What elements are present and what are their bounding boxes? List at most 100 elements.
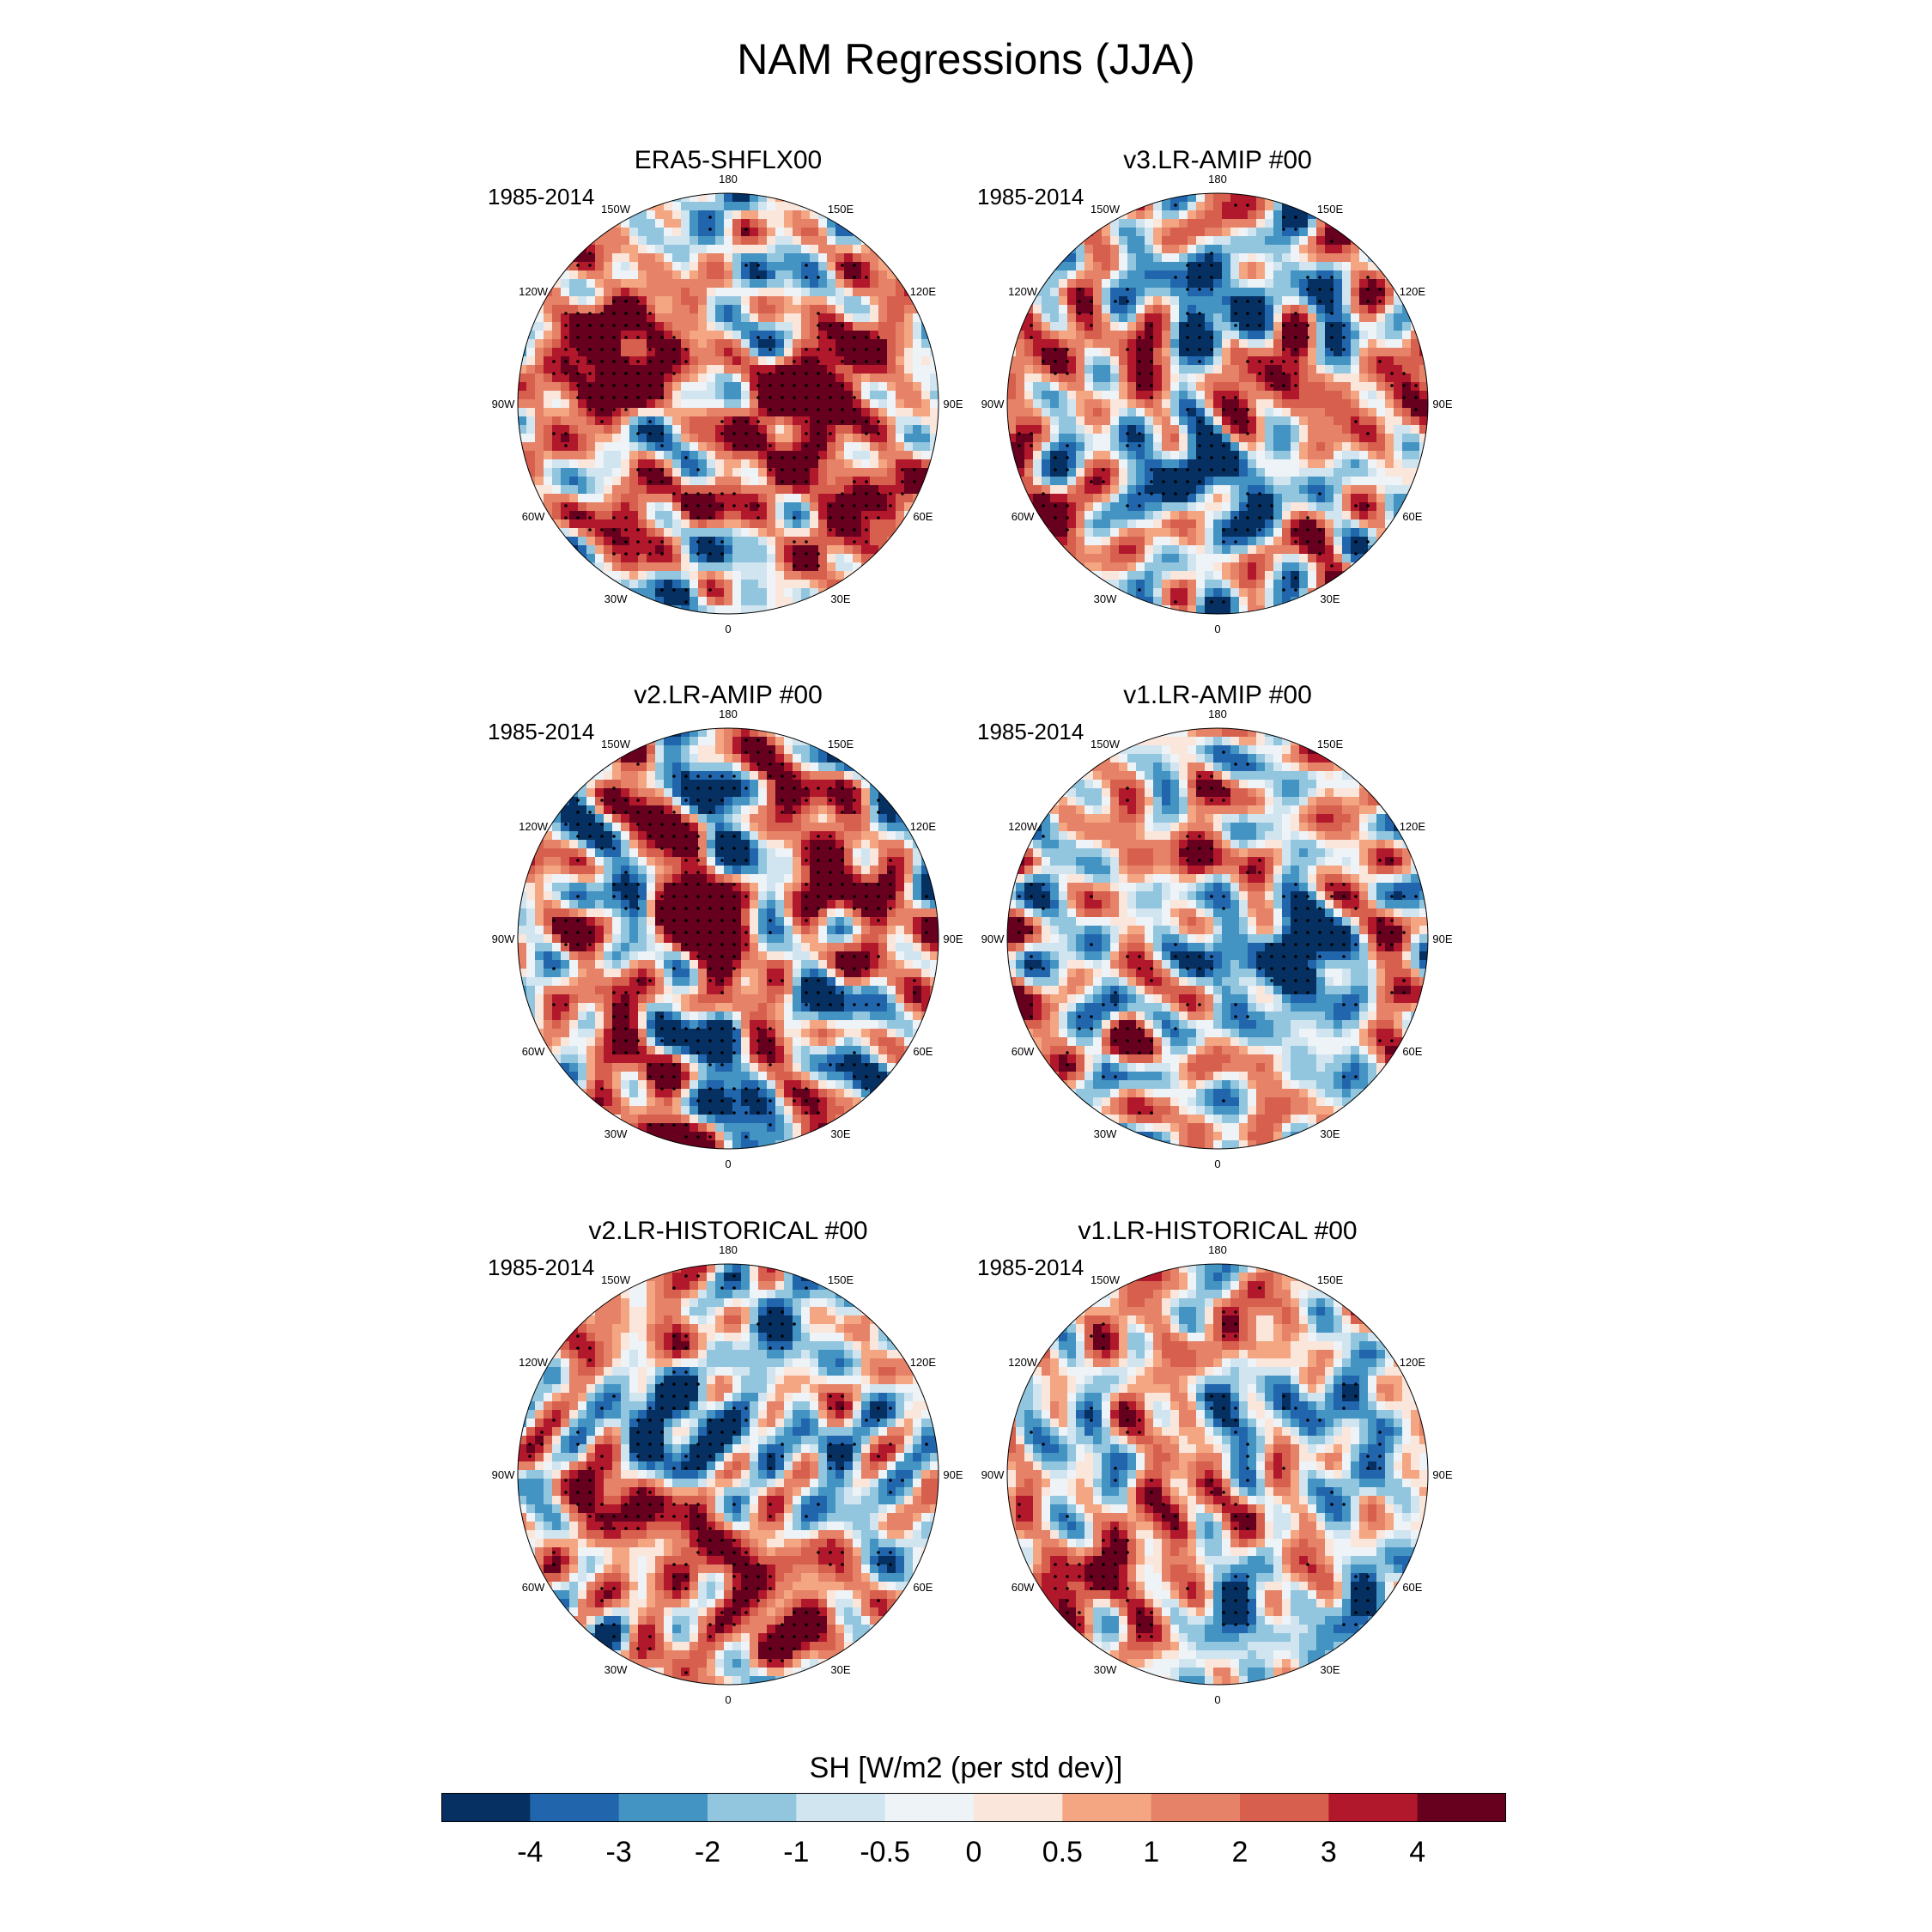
figure-title: NAM Regressions (JJA)	[737, 35, 1195, 83]
polar-map: 180 150E 120E 90E 60E 30E 0 30W 60W 90W 120W 150W	[492, 1243, 963, 1706]
polar-map: 180 150E 120E 90E 60E 30E 0 30W 60W 90W 120W 150W	[492, 708, 963, 1170]
colorbar-swatch	[1240, 1793, 1329, 1822]
longitude-label: 30E	[1320, 592, 1340, 605]
longitude-label: 60W	[1012, 510, 1035, 523]
longitude-label: 60W	[522, 1045, 545, 1058]
colorbar-swatch	[796, 1793, 886, 1822]
polar-map: 180 150E 120E 90E 60E 30E 0 30W 60W 90W 120W 150W	[492, 173, 963, 635]
shading-field	[518, 1264, 939, 1685]
longitude-label: 30W	[1094, 592, 1117, 605]
longitude-label: 0	[1214, 623, 1220, 635]
significance-stipple	[552, 216, 916, 604]
significance-stipple	[552, 738, 928, 1139]
colorbar-swatch	[974, 1793, 1063, 1822]
panel-title: ERA5-SHFLX00	[634, 146, 823, 174]
panel-title: v2.LR-AMIP #00	[634, 681, 823, 709]
colorbar-swatch	[1062, 1793, 1152, 1822]
longitude-label: 150E	[1317, 738, 1344, 750]
longitude-label: 90W	[492, 398, 515, 410]
longitude-label: 180	[719, 708, 738, 720]
longitude-label: 150E	[1317, 1273, 1344, 1286]
longitude-label: 90W	[492, 933, 515, 945]
panel-title: v2.LR-HISTORICAL #00	[588, 1217, 868, 1245]
colorbar-swatch	[1417, 1793, 1506, 1822]
panel-title: v1.LR-HISTORICAL #00	[1078, 1217, 1358, 1245]
colorbar-tick-label: -0.5	[860, 1836, 910, 1868]
panel-title: v1.LR-AMIP #00	[1123, 681, 1312, 709]
colorbar-tick-label: -3	[606, 1836, 632, 1868]
shading-field	[518, 193, 939, 614]
map-panel-v1-amip: v1.LR-AMIP #00 1985-2014 180 150E 120E 90E 6…	[977, 681, 1458, 1196]
longitude-label: 30E	[1320, 1127, 1340, 1140]
map-boundary	[517, 727, 939, 1150]
map-panel-v2-historical: v2.LR-HISTORICAL #00 1985-2014 180 150E 12…	[488, 1217, 969, 1732]
polar-map: 180 150E 120E 90E 60E 30E 0 30W 60W 90W 120W 150W	[981, 708, 1453, 1170]
panel-period: 1985-2014	[488, 1255, 595, 1280]
longitude-label: 60W	[1012, 1581, 1035, 1594]
longitude-label: 30E	[830, 592, 850, 605]
longitude-label: 30W	[1094, 1663, 1117, 1676]
longitude-label: 0	[725, 623, 731, 635]
map-panel-v3-amip: v3.LR-AMIP #00 1985-2014 180 150E 120E 90E 6…	[977, 146, 1458, 661]
map-boundary	[1006, 1263, 1429, 1686]
longitude-label: 90E	[943, 1468, 963, 1481]
longitude-label: 90W	[981, 1468, 1005, 1481]
shading-field	[518, 728, 939, 1149]
longitude-label: 60E	[913, 1045, 933, 1058]
longitude-label: 30W	[1094, 1127, 1117, 1140]
colorbar-tick-label: 0.5	[1042, 1836, 1083, 1868]
longitude-label: 120E	[910, 285, 937, 298]
significance-stipple	[528, 1274, 928, 1674]
colorbar-tick-label: 0	[966, 1836, 982, 1868]
colorbar-tick-label: 1	[1143, 1836, 1159, 1868]
longitude-label: 120E	[910, 1356, 937, 1369]
colorbar-tick-label: 2	[1232, 1836, 1249, 1868]
longitude-label: 150E	[828, 1273, 854, 1286]
longitude-label: 180	[719, 1243, 738, 1256]
longitude-label: 90W	[981, 933, 1005, 945]
longitude-label: 150E	[828, 203, 854, 216]
longitude-label: 120W	[519, 820, 549, 833]
colorbar-swatch	[1328, 1793, 1419, 1822]
longitude-label: 120W	[519, 1356, 549, 1369]
colorbar-swatch	[618, 1793, 708, 1822]
longitude-label: 120E	[1400, 820, 1426, 833]
colorbar-swatch	[1151, 1793, 1241, 1822]
colorbar-swatch	[708, 1793, 797, 1822]
colorbar-frame	[441, 1793, 1506, 1822]
longitude-label: 60E	[913, 510, 933, 523]
longitude-label: 180	[1208, 1243, 1227, 1256]
colorbar-swatch	[441, 1793, 531, 1822]
longitude-label: 150W	[1091, 203, 1121, 216]
panel-period: 1985-2014	[977, 184, 1084, 210]
colorbar-tick-label: -4	[517, 1836, 543, 1868]
longitude-label: 60W	[1012, 1045, 1035, 1058]
longitude-label: 30W	[605, 592, 628, 605]
longitude-label: 180	[719, 173, 738, 185]
colorbar-tick-label: -2	[695, 1836, 720, 1868]
polar-map: 180 150E 120E 90E 60E 30E 0 30W 60W 90W 120W 150W	[981, 173, 1453, 635]
longitude-label: 30E	[1320, 1663, 1340, 1676]
colorbar-title: SH [W/m2 (per std dev)]	[809, 1752, 1123, 1784]
longitude-label: 120W	[1008, 1356, 1038, 1369]
longitude-label: 150W	[1091, 738, 1121, 750]
polar-map: 180 150E 120E 90E 60E 30E 0 30W 60W 90W 120W 150W	[981, 1243, 1453, 1706]
longitude-label: 90W	[981, 398, 1005, 410]
longitude-label: 120W	[519, 285, 549, 298]
colorbar-tick-label: 4	[1409, 1836, 1425, 1868]
shading-field	[1007, 1264, 1428, 1685]
map-boundary	[517, 1263, 939, 1686]
longitude-label: 60E	[913, 1581, 933, 1594]
map-boundary	[1006, 192, 1429, 615]
longitude-label: 0	[1214, 1693, 1220, 1706]
map-boundary	[517, 192, 939, 615]
longitude-label: 30W	[605, 1663, 628, 1676]
longitude-label: 60E	[1402, 510, 1422, 523]
significance-stipple	[1018, 750, 1418, 1115]
longitude-label: 120E	[910, 820, 937, 833]
colorbar-swatch	[530, 1793, 620, 1822]
longitude-label: 120E	[1400, 1356, 1426, 1369]
panel-period: 1985-2014	[977, 719, 1084, 744]
panel-title: v3.LR-AMIP #00	[1123, 146, 1312, 174]
longitude-label: 90W	[492, 1468, 515, 1481]
